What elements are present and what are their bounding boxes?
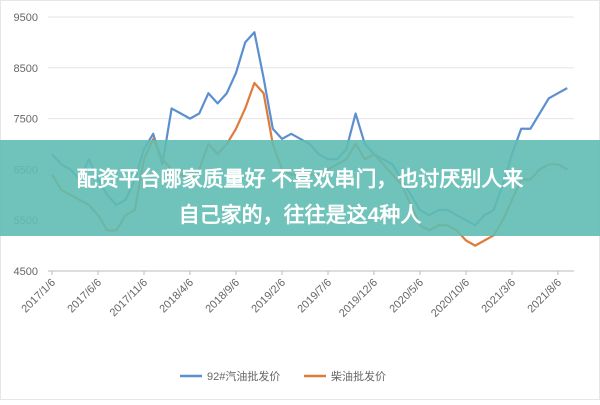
banner-text: 配资平台哪家质量好 不喜欢串门，也讨厌别人来	[77, 167, 525, 191]
y-tick-label: 9500	[14, 12, 38, 24]
y-tick-label: 7500	[14, 114, 38, 126]
legend-label: 柴油批发价	[331, 369, 386, 383]
banner-text: 自己家的，往往是这4种人	[179, 203, 422, 227]
y-tick-label: 4500	[14, 266, 38, 278]
y-tick-label: 8500	[14, 63, 38, 75]
legend-label: 92#汽油批发价	[207, 369, 280, 383]
banner-background	[0, 140, 600, 236]
